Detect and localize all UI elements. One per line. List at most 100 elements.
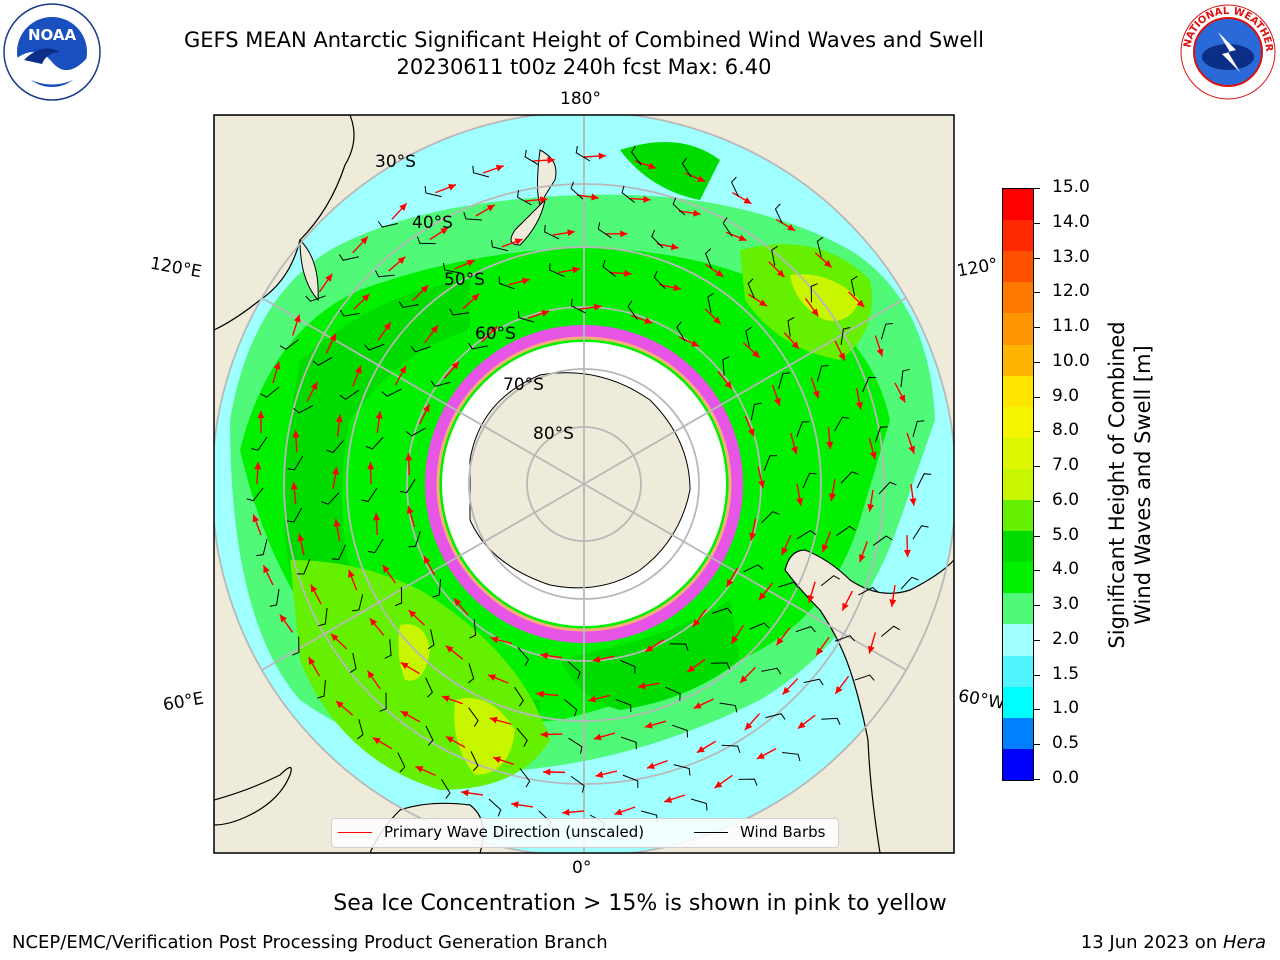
wind-barb [630,146,642,166]
wind-barb [377,220,398,228]
wave-arrow-head [332,467,339,475]
wave-arrow-head [645,644,654,652]
wave-arrow-head [382,565,390,573]
wind-barb [880,323,893,340]
wind-barb [721,744,741,753]
wave-arrow-head [829,493,836,501]
wave-arrow-head [867,645,875,654]
wave-arrow-head [591,193,599,201]
wave-arrow-head [812,390,820,399]
wind-barb [441,779,451,799]
wind-barb [287,455,304,471]
wind-barb [364,343,385,351]
wave-arrow-head [440,227,449,235]
colorbar-tick-label: 9.0 [1052,385,1080,406]
wave-arrow-head [644,317,653,324]
wave-arrow-head [397,256,406,265]
wave-arrow-head [254,462,262,470]
wave-arrow-head [541,310,550,317]
wave-arrow-head [290,482,298,490]
wind-barb [491,239,509,252]
wind-barbs [246,145,932,830]
wave-arrow-head [588,695,597,703]
wave-arrow-head [325,273,333,282]
wind-barb [874,426,888,443]
wave-arrow-head [297,533,305,542]
wave-arrow-head [461,789,469,797]
wave-arrow-head [856,299,865,308]
wind-barb [676,321,686,342]
wave-arrow-head [445,736,454,744]
wind-barb [432,579,442,598]
wave-arrow-head [489,716,498,724]
wave-arrow-head [791,341,800,349]
wind-barb [673,764,691,776]
wind-barb [719,702,738,713]
lat-label-70s: 70°S [503,375,544,395]
colorbar-tick-mark [1033,744,1040,746]
noaa-logo: NOAA [3,3,101,101]
sea-ice-footnote: Sea Ice Concentration > 15% is shown in … [333,891,947,916]
wind-barb [912,525,929,540]
colorbar-tick-label: 5.0 [1052,524,1080,545]
wave-arrow-head [637,682,646,690]
colorbar-tick-label: 1.5 [1052,663,1080,684]
wind-barb [305,295,326,302]
wave-arrow-head [514,238,523,245]
wind-barb [416,236,436,245]
wind-barb [468,707,479,727]
wave-arrow-head [908,445,916,454]
colorbar-tick-label: 13.0 [1052,246,1090,267]
wave-arrow-head [540,652,548,660]
wave-arrow-head [471,293,480,302]
nws-logo: NATIONAL WEATHER SERVICE [1178,2,1276,100]
wind-barb [246,487,264,502]
wave-arrow-head [367,670,375,679]
wave-arrow-head [360,236,368,245]
wave-arrow-head [454,598,462,607]
wind-barb [397,752,406,773]
wave-arrow-head [598,152,606,160]
wave-arrow-head [776,269,785,278]
colorbar-tick-mark [1033,779,1040,780]
wind-barb [568,737,583,754]
colorbar-band [1003,717,1033,750]
wind-barb [279,339,299,350]
wave-arrow-head [738,234,747,242]
wind-barb [840,471,859,484]
wave-arrow-head [292,430,300,438]
wind-barb [351,594,364,612]
wind-barb [602,259,616,277]
wave-arrow-head [399,203,407,211]
wave-arrow-head [330,633,339,642]
colorbar-band [1003,686,1033,719]
wave-arrow-head [796,497,804,506]
wind-barb [469,619,477,639]
antarctica-landmass [469,372,691,589]
wind-barb [738,778,758,786]
wind-barb [840,327,851,345]
wave-arrow-head [400,662,409,670]
wind-barb [256,539,268,557]
wave-arrow-head [811,308,819,317]
wind-barb [463,212,482,221]
wind-barb [312,356,333,366]
colorbar-band [1003,282,1033,314]
wave-arrow-head [807,594,815,603]
wind-barb [349,652,357,673]
wave-arrow-head [572,266,580,274]
wave-arrow-head [713,316,721,325]
colorbar-tick-mark [1033,361,1040,363]
wind-barb [834,635,856,642]
wind-barb [916,473,932,489]
wave-arrow-head [758,592,767,601]
wind-barb [488,798,502,817]
wind-barb [384,639,392,659]
wave-arrow-head [405,453,413,461]
legend-wind-barbs: Wind Barbs [694,823,825,841]
wave-arrow-head [826,441,834,450]
wave-arrow-head [336,700,344,709]
wave-arrow-head [445,645,454,653]
wind-barb [850,275,858,296]
wave-arrow-head [511,801,519,809]
